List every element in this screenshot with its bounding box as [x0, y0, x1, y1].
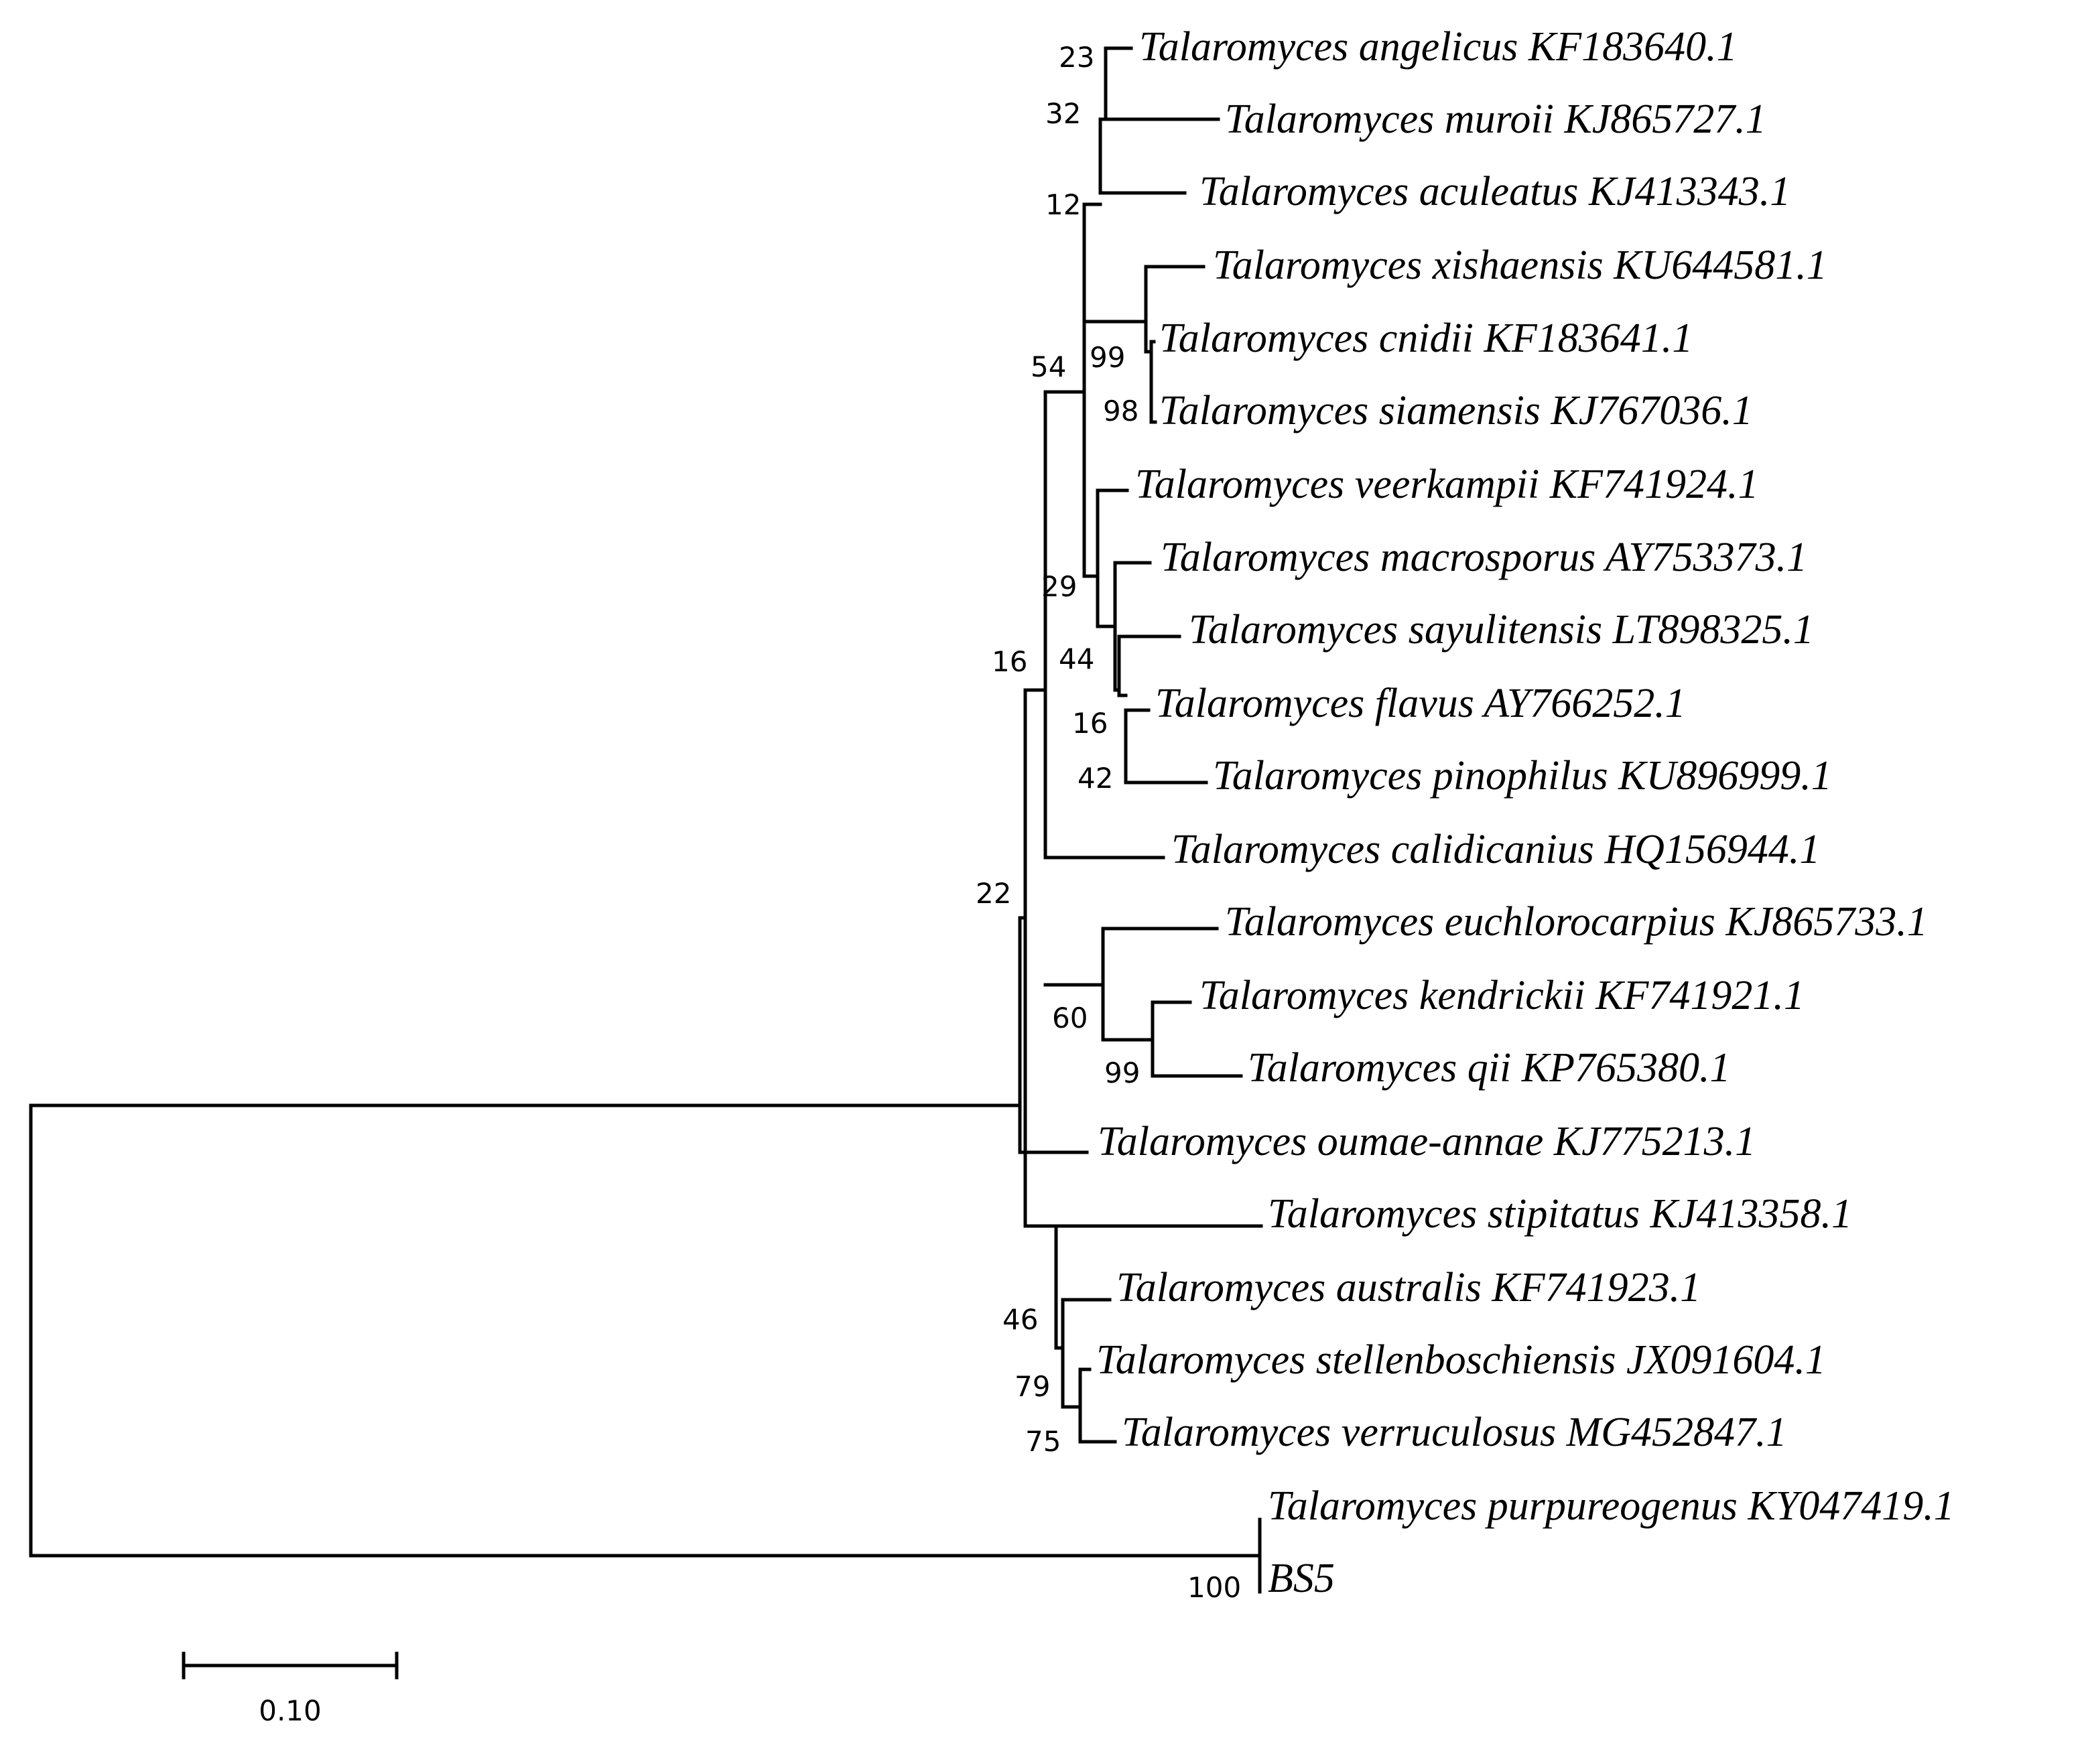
bootstrap-value: 99: [1104, 1057, 1140, 1089]
taxon-label: Talaromyces purpureogenus KY047419.1: [1268, 1483, 1955, 1529]
taxon-label: Talaromyces australis KF741923.1: [1116, 1265, 1701, 1310]
bootstrap-value: 29: [1041, 570, 1077, 603]
taxon-label: Talaromyces sayulitensis LT898325.1: [1189, 607, 1814, 653]
taxon-label: Talaromyces veerkampii KF741924.1: [1135, 462, 1758, 507]
bootstrap-value: 32: [1045, 97, 1081, 130]
taxon-label: Talaromyces calidicanius HQ156944.1: [1171, 827, 1820, 872]
taxon-label: Talaromyces cnidii KF183641.1: [1159, 316, 1693, 361]
bootstrap-value: 75: [1025, 1425, 1061, 1458]
scale-bar-label: 0.10: [259, 1694, 322, 1727]
bootstrap-value: 22: [976, 877, 1011, 910]
scale-bar: 0.10: [182, 1651, 399, 1727]
taxon-label: Talaromyces stellenboschiensis JX091604.…: [1096, 1337, 1826, 1383]
taxon-labels: Talaromyces angelicus KF183640.1 Talarom…: [1096, 24, 1955, 1601]
bootstrap-values: 23 32 12 99 98 54 29 44 16 42 16 60 99 2…: [976, 41, 1241, 1604]
taxon-label: Talaromyces xishaensis KU644581.1: [1213, 243, 1827, 288]
taxon-label: Talaromyces stipitatus KJ413358.1: [1268, 1191, 1852, 1237]
bootstrap-value: 44: [1059, 642, 1094, 675]
bootstrap-value: 54: [1031, 350, 1066, 383]
bootstrap-value: 46: [1002, 1303, 1038, 1336]
taxon-label: Talaromyces kendrickii KF741921.1: [1199, 973, 1805, 1018]
taxon-label: Talaromyces macrosporus AY753373.1: [1161, 535, 1807, 580]
bootstrap-value: 98: [1103, 395, 1138, 427]
taxon-label: Talaromyces siamensis KJ767036.1: [1159, 388, 1753, 433]
taxon-label: Talaromyces aculeatus KJ413343.1: [1199, 169, 1790, 214]
taxon-label: Talaromyces oumae-annae KJ775213.1: [1098, 1119, 1756, 1164]
taxon-label: Talaromyces qii KP765380.1: [1248, 1045, 1730, 1091]
taxon-label: Talaromyces muroii KJ865727.1: [1225, 96, 1766, 142]
taxon-label: Talaromyces verruculosus MG452847.1: [1122, 1410, 1787, 1455]
bootstrap-value: 100: [1187, 1571, 1241, 1604]
bootstrap-value: 79: [1015, 1370, 1050, 1403]
bootstrap-value: 16: [992, 645, 1027, 678]
tree-branches: [29, 46, 1263, 1594]
taxon-label: BS5: [1268, 1556, 1335, 1601]
bootstrap-value: 12: [1045, 188, 1081, 221]
taxon-label: Talaromyces euchlorocarpius KJ865733.1: [1225, 899, 1928, 945]
bootstrap-value: 60: [1052, 1002, 1088, 1034]
bootstrap-value: 99: [1090, 341, 1125, 374]
bootstrap-value: 42: [1078, 762, 1113, 795]
taxon-label: Talaromyces pinophilus KU896999.1: [1213, 753, 1832, 799]
taxon-label: Talaromyces flavus AY766252.1: [1155, 681, 1686, 726]
bootstrap-value: 16: [1072, 707, 1108, 740]
bootstrap-value: 23: [1059, 41, 1094, 74]
taxon-label: Talaromyces angelicus KF183640.1: [1139, 24, 1738, 70]
